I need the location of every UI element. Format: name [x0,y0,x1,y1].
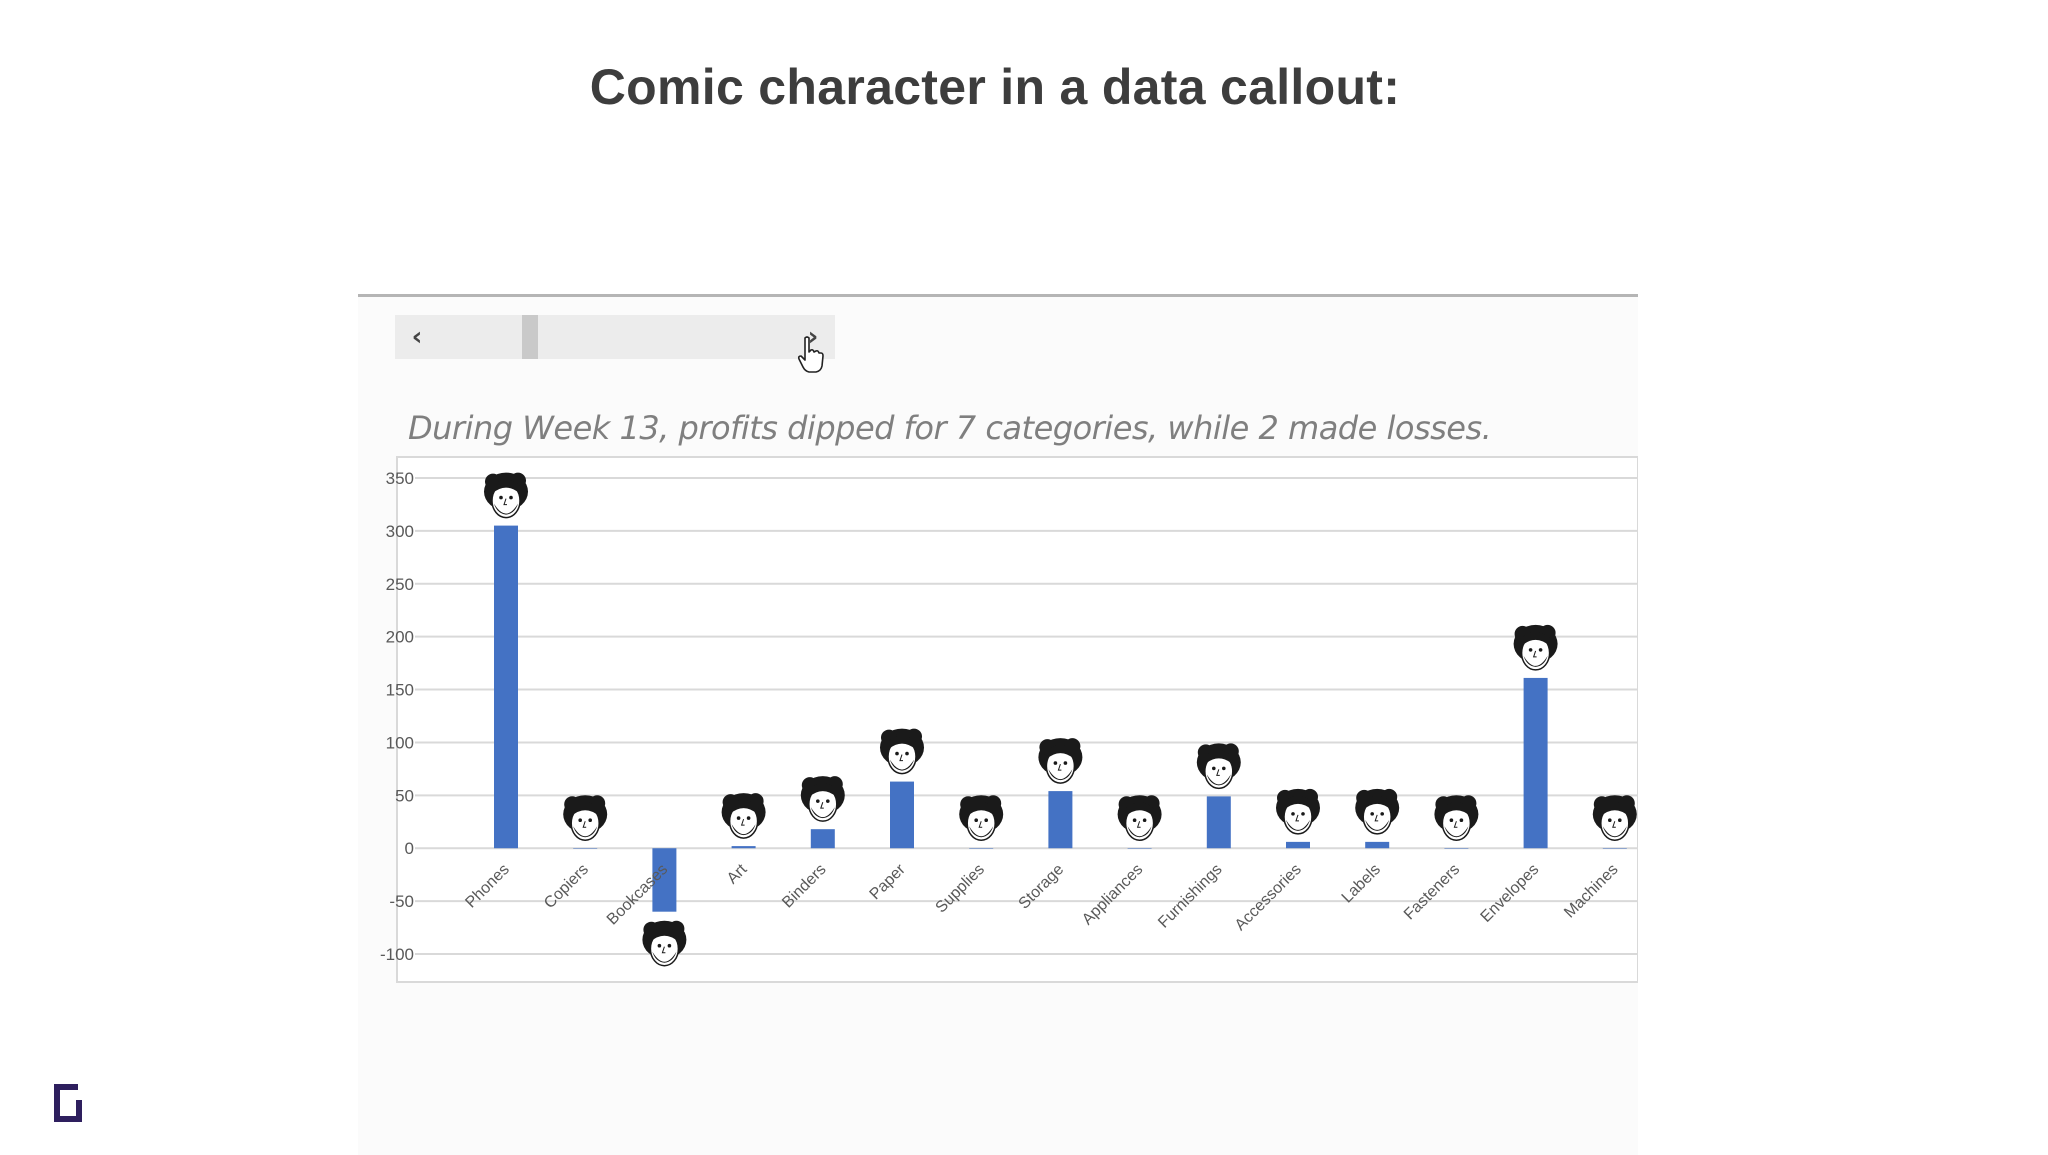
comic-face-icon [642,920,687,967]
bar-envelopes [1523,677,1548,849]
scroll-thumb[interactable] [522,315,538,359]
chart-screenshot-panel: ‹ › During Week 13, profits dipped for 7… [358,294,1638,1155]
bar-binders [810,829,835,849]
hand-pointer-icon [797,336,824,373]
slide-title: Comic character in a data callout: [589,59,1401,115]
y-tick-label: 250 [386,575,414,594]
bar-paper [890,781,914,849]
comic-face-icon [1434,795,1479,841]
bar-bookcases [652,848,677,912]
comic-face-icon [1355,788,1400,835]
bar-labels [1365,841,1390,849]
horizontal-scrollbar[interactable]: ‹ › [395,315,835,359]
y-tick-label: 200 [386,628,414,647]
y-tick-label: 300 [386,522,414,541]
comic-face-icon [1196,743,1241,790]
bar-accessories [1286,841,1310,849]
comic-face-icon [563,795,608,841]
comic-face-icon [1592,795,1637,841]
y-tick-label: -50 [389,892,414,911]
y-tick-label: 150 [386,681,414,700]
scroll-left-button[interactable]: ‹ [411,322,423,352]
brand-logo-icon [54,1084,82,1122]
comic-face-icon [880,728,924,775]
comic-face-icon [484,472,528,519]
comic-face-icon [721,793,766,839]
y-tick-label: 100 [386,733,414,752]
bar-appliances [1127,848,1152,849]
bar-furnishings [1206,796,1231,849]
comic-face-icon [959,795,1004,841]
y-tick-label: -100 [380,945,414,964]
bar-supplies [969,848,994,849]
bar-machines [1602,848,1627,849]
comic-face-icon [1276,788,1320,835]
comic-face-icon [1513,624,1558,671]
y-tick-label: 350 [386,469,414,488]
scroll-right-button[interactable]: › [807,322,819,352]
y-tick-label: 0 [405,839,414,858]
bar-phones [494,525,518,849]
bar-fasteners [1444,848,1469,849]
y-tick-label: 50 [395,786,414,805]
comic-face-icon [1038,738,1083,784]
bar-storage [1048,791,1073,849]
bar-copiers [573,848,598,849]
bar-art [731,846,756,849]
plot-area-border [396,456,1638,983]
comic-face-icon [800,776,845,822]
comic-face-icon [1117,795,1162,841]
chart-title: During Week 13, profits dipped for 7 cat… [408,409,1492,447]
